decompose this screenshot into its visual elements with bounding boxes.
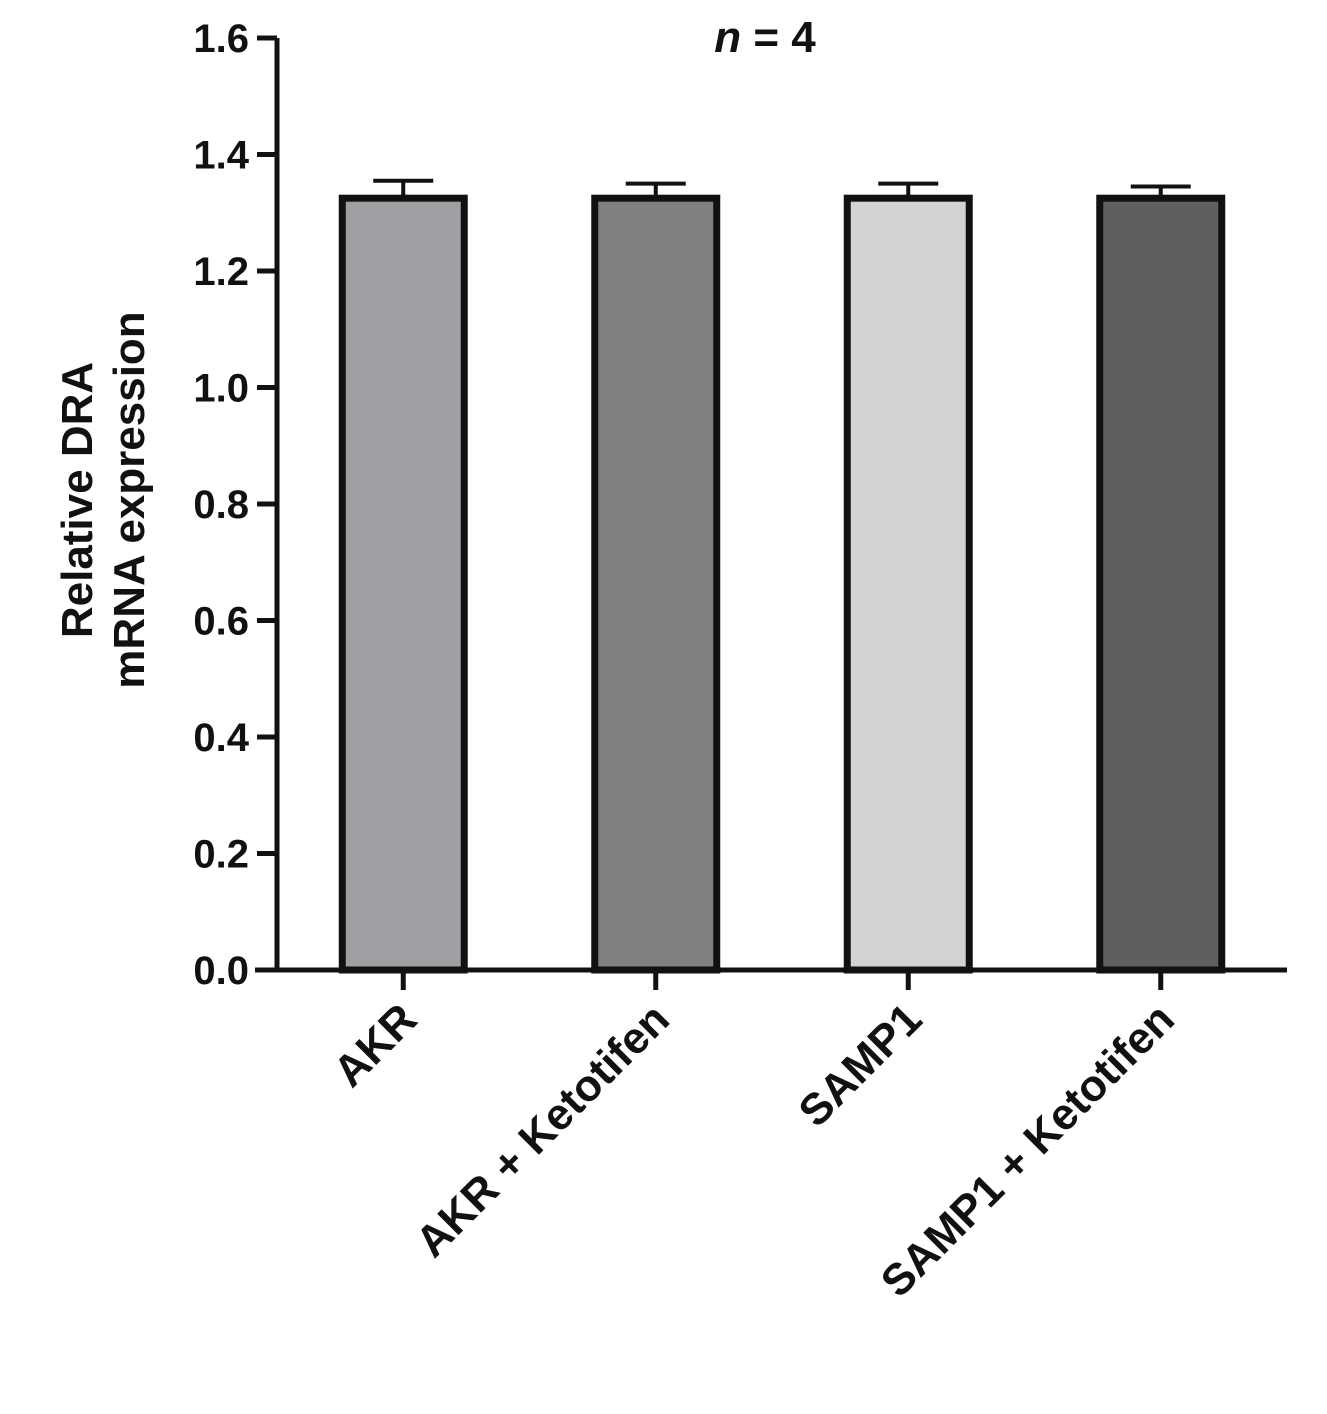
- bars-group: [338, 178, 1226, 974]
- bar: [591, 194, 721, 974]
- y-ticks-group: 0.0 0.2 0.4 0.6 0.8 1.0 1.2 1.4 1.6: [193, 17, 277, 993]
- y-tick-label: 1.0: [193, 367, 249, 411]
- bar: [338, 194, 468, 974]
- y-tick-label: 0.6: [193, 600, 249, 644]
- bar: [1096, 194, 1226, 974]
- y-tick-label: 0.8: [193, 483, 249, 527]
- x-tick-label: SAMP1: [789, 994, 931, 1136]
- y-axis-label-line-1: Relative DRA: [53, 362, 102, 638]
- y-tick-label: 1.4: [193, 134, 249, 178]
- bar: [843, 194, 973, 974]
- y-axis-label-line-2: mRNA expression: [105, 311, 154, 688]
- y-tick-label: 1.6: [193, 17, 249, 61]
- chart-title-n: n: [714, 13, 741, 62]
- y-tick-label: 0.0: [193, 949, 249, 993]
- y-axis-label: Relative DRA mRNA expression: [53, 311, 154, 688]
- x-tick-label: AKR: [324, 994, 426, 1096]
- chart-title: n = 4: [714, 13, 816, 62]
- chart-title-rest: = 4: [741, 13, 816, 62]
- y-tick-label: 1.2: [193, 250, 249, 294]
- y-tick-label: 0.2: [193, 833, 249, 877]
- x-tick-label: AKR + Ketotifen: [406, 994, 678, 1266]
- y-tick-label: 0.4: [193, 716, 249, 760]
